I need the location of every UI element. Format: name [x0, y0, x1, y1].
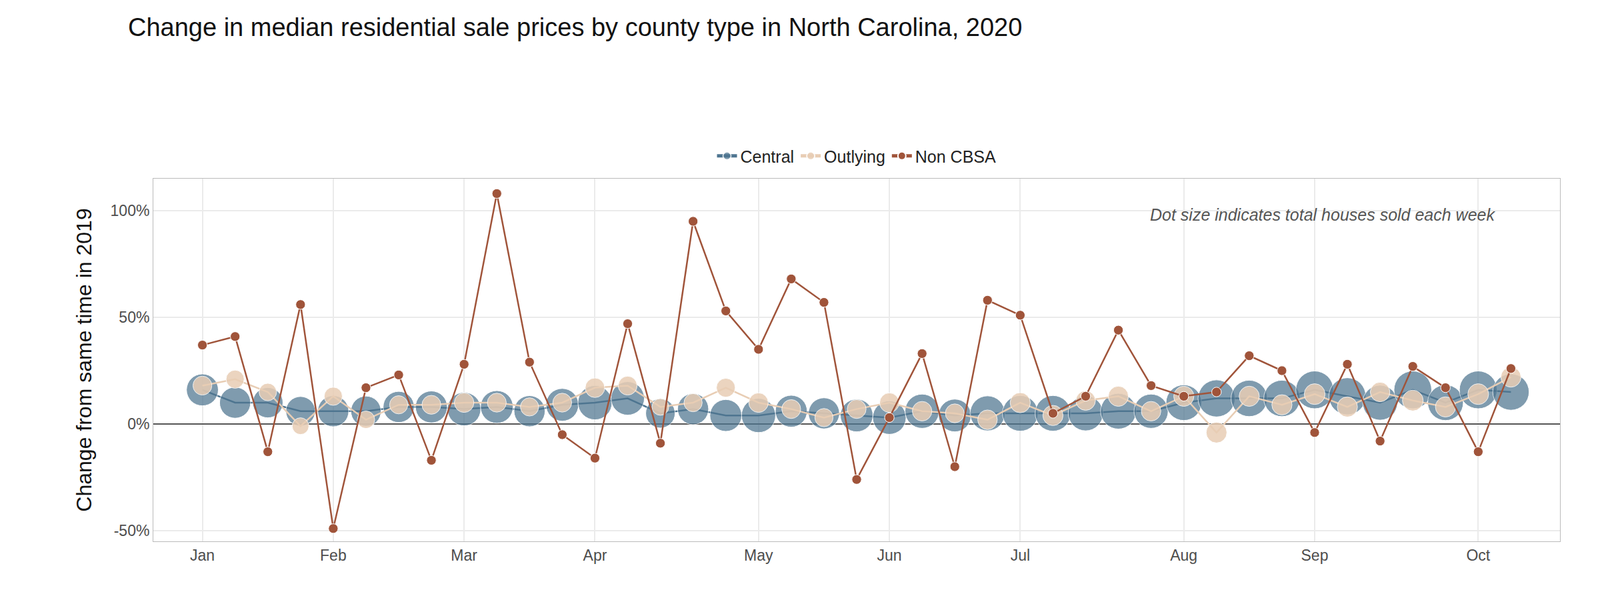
svg-text:Change in median residential s: Change in median residential sale prices…	[128, 13, 1022, 42]
svg-text:Aug: Aug	[1170, 546, 1198, 564]
svg-text:Jun: Jun	[877, 546, 902, 564]
svg-text:-50%: -50%	[114, 522, 150, 540]
svg-text:Change from same time in 2019: Change from same time in 2019	[72, 208, 96, 512]
svg-text:0%: 0%	[127, 415, 150, 433]
svg-text:Jan: Jan	[190, 546, 215, 564]
svg-text:Mar: Mar	[450, 546, 478, 564]
svg-text:Feb: Feb	[320, 546, 347, 564]
svg-text:May: May	[744, 546, 774, 564]
svg-text:50%: 50%	[118, 308, 150, 326]
svg-text:Jul: Jul	[1010, 546, 1030, 564]
svg-text:Oct: Oct	[1466, 546, 1490, 564]
svg-text:Non CBSA: Non CBSA	[915, 147, 996, 166]
svg-text:Apr: Apr	[583, 546, 608, 564]
svg-text:Sep: Sep	[1301, 546, 1329, 564]
svg-text:100%: 100%	[110, 202, 150, 220]
svg-text:Outlying: Outlying	[824, 147, 886, 166]
svg-text:Dot size indicates total house: Dot size indicates total houses sold eac…	[1150, 205, 1496, 224]
svg-text:Central: Central	[740, 147, 795, 166]
